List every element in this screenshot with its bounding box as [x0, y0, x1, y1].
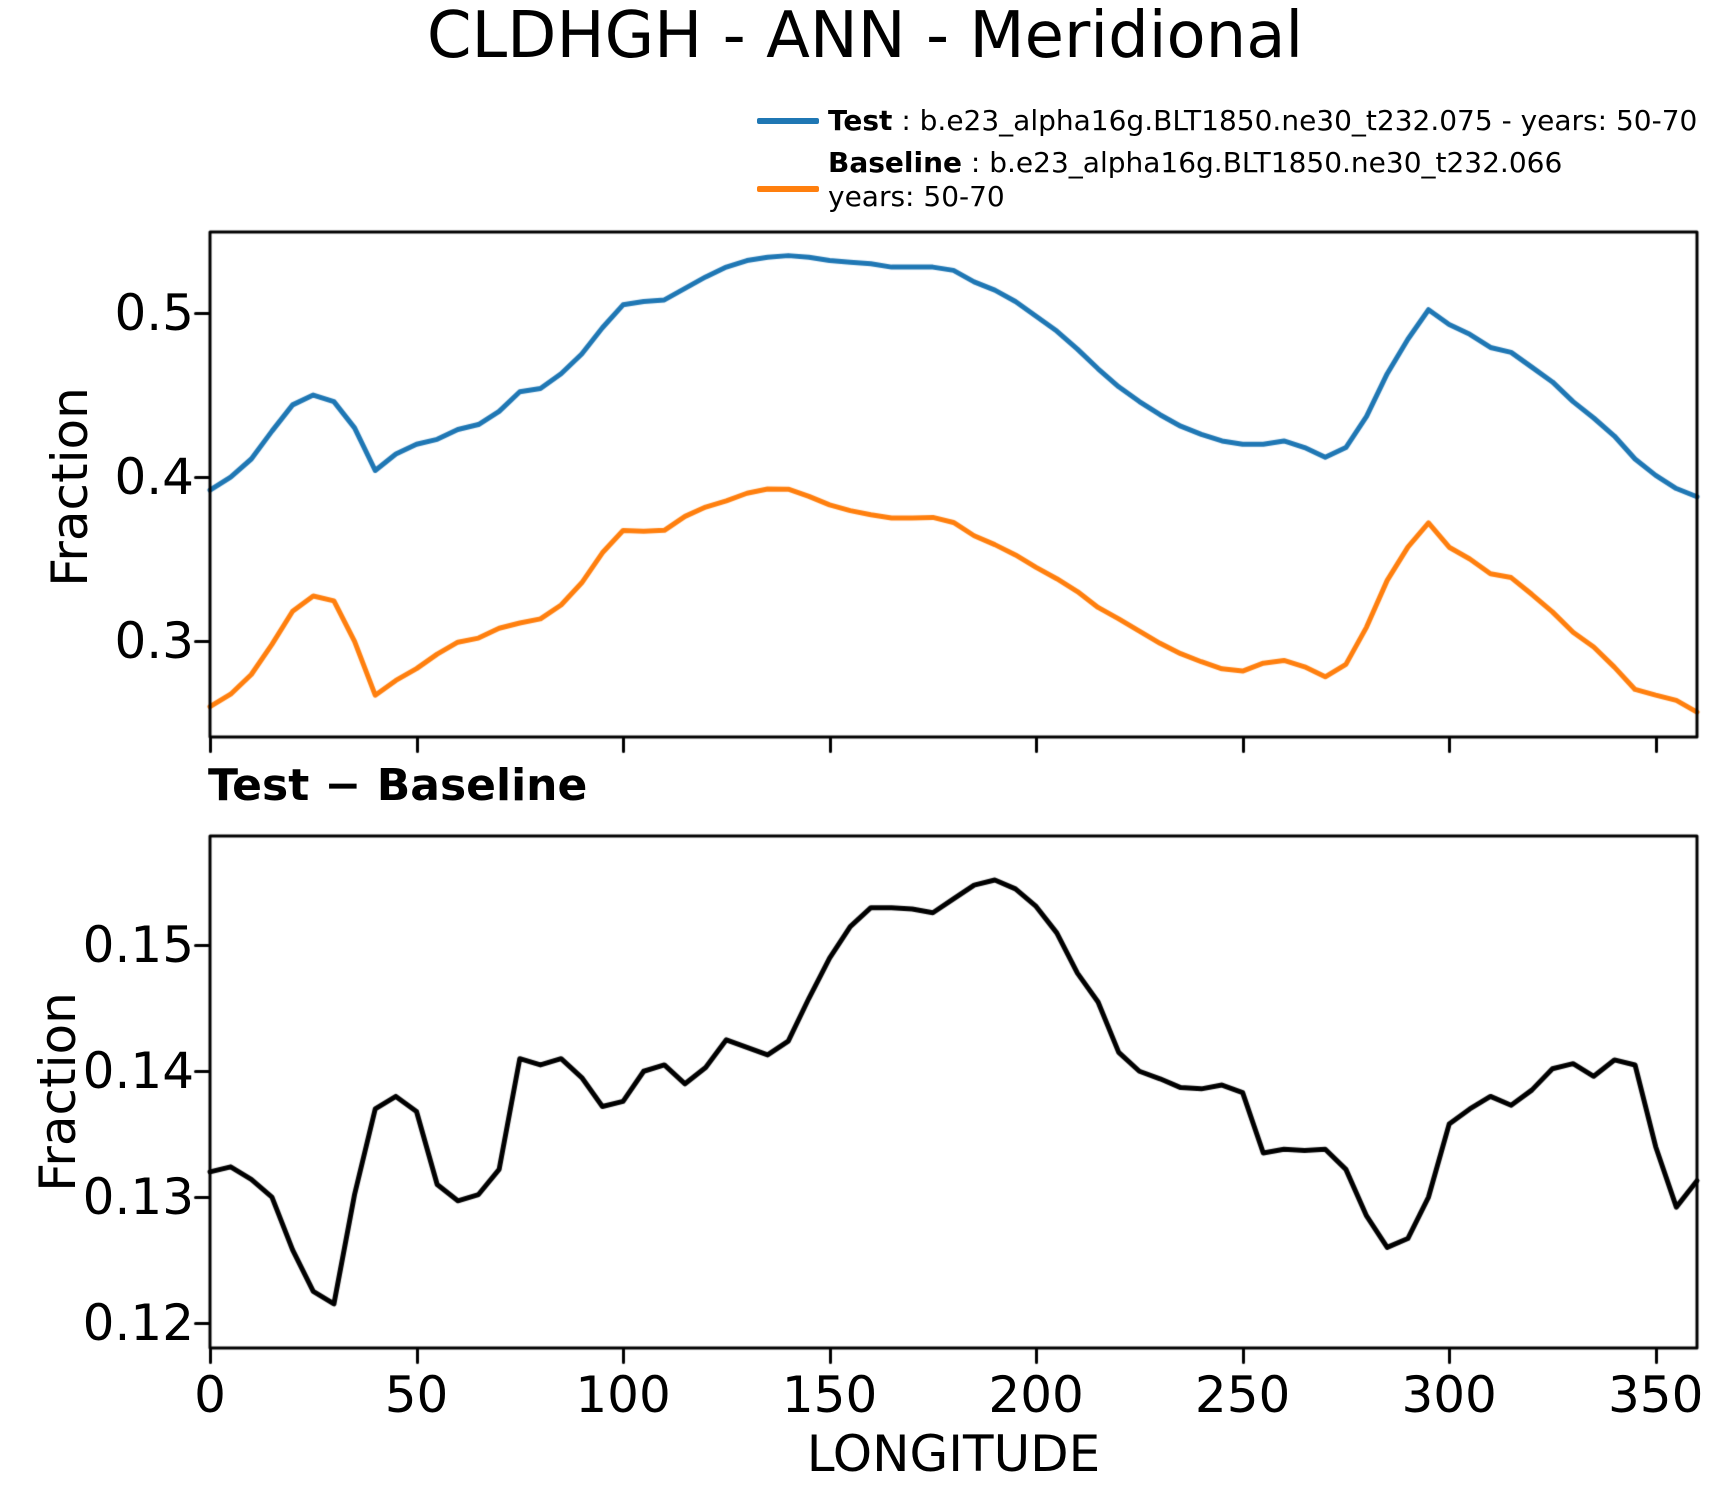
x-tick-label: 0 [194, 1366, 226, 1424]
x-tick-label: 100 [575, 1366, 671, 1424]
x-tick-label: 200 [988, 1366, 1084, 1424]
y-tick-label: 0.13 [82, 1168, 194, 1227]
y-tick-label: 0.4 [114, 448, 194, 507]
legend-entry-test: Test : b.e23_alpha16g.BLT1850.ne30_t232.… [828, 104, 1697, 138]
y-tick-label: 0.3 [114, 612, 194, 671]
y-tick-label: 0.14 [82, 1042, 194, 1101]
x-tick-label: 300 [1401, 1366, 1497, 1424]
legend-swatch-test [757, 118, 819, 124]
x-tick-label: 150 [781, 1366, 878, 1424]
x-tick-label: 250 [1194, 1366, 1291, 1424]
y-tick-label: 0.12 [82, 1293, 194, 1352]
legend-desc2-baseline: years: 50-70 [828, 180, 1005, 213]
page-title: CLDHGH - ANN - Meridional [426, 0, 1304, 73]
legend-swatch-baseline [757, 186, 819, 192]
y-tick-label: 0.5 [114, 284, 194, 343]
x-tick-label: 350 [1607, 1366, 1704, 1424]
x-tick-label: 50 [384, 1366, 449, 1424]
legend-desc-baseline: : b.e23_alpha16g.BLT1850.ne30_t232.066 [962, 146, 1563, 179]
legend-desc-test: : b.e23_alpha16g.BLT1850.ne30_t232.075 -… [892, 104, 1698, 137]
y-tick-label: 0.15 [82, 916, 194, 975]
legend-entry-baseline: Baseline : b.e23_alpha16g.BLT1850.ne30_t… [828, 146, 1562, 180]
legend-label-test: Test [828, 104, 893, 137]
legend-label-baseline: Baseline [828, 146, 963, 179]
x-axis-label: LONGITUDE [806, 1425, 1101, 1483]
diff-panel-title: Test − Baseline [208, 760, 588, 811]
